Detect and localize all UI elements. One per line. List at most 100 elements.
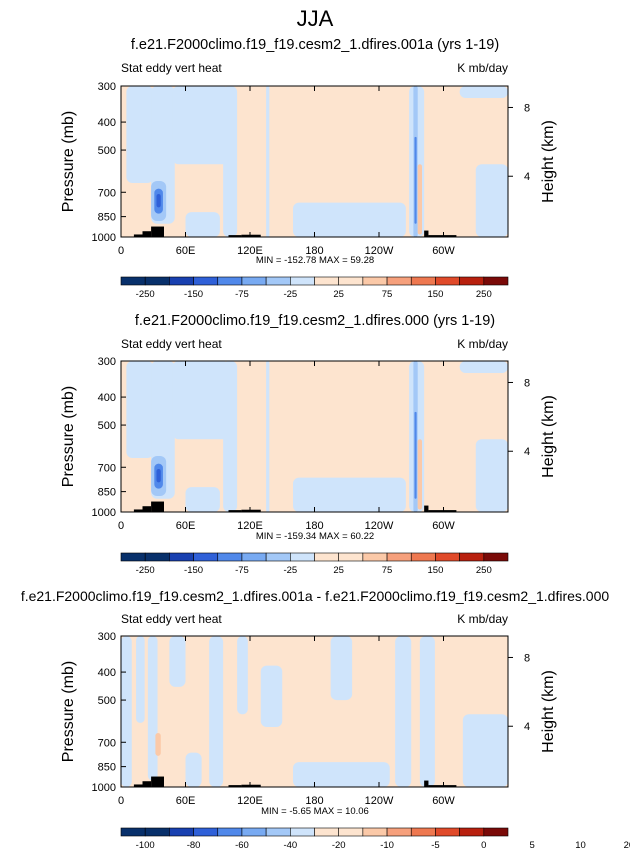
panel-2-variable-label: Stat eddy vert heat: [121, 337, 222, 351]
colorbar-tick-label: 150: [428, 565, 444, 576]
colorbar-tick-label: -40: [283, 840, 297, 851]
topography-bar: [151, 501, 164, 512]
colorbar-swatch: [193, 552, 219, 562]
contour-region: [185, 752, 202, 787]
topography-bar: [428, 510, 457, 512]
panel-3-minmax: MIN = -5.65 MAX = 10.06: [261, 806, 369, 817]
contour-region: [475, 439, 508, 512]
colorbar-tick-label: 10: [575, 840, 586, 851]
colorbar-swatch: [386, 552, 412, 562]
colorbar-tick-label: -10: [380, 840, 394, 851]
contour-region: [209, 636, 224, 787]
colorbar-tick-label: -80: [187, 840, 201, 851]
y-tick-label: 700: [98, 187, 116, 199]
colorbar-swatch: [265, 552, 291, 562]
colorbar-swatch: [435, 276, 460, 286]
colorbar-swatch: [290, 552, 315, 562]
contour-region: [172, 361, 229, 440]
colorbar-swatch: [459, 827, 485, 837]
colorbar-swatch: [338, 827, 364, 837]
y-tick-label: 1000: [92, 232, 116, 244]
contour-region: [126, 86, 154, 183]
x-tick-label: 60W: [432, 245, 455, 257]
colorbar-tick-label: -5: [431, 840, 439, 851]
colorbar-tick-label: 250: [476, 289, 492, 300]
colorbar-swatch: [483, 827, 509, 837]
y-tick-label: 850: [98, 762, 116, 774]
x-tick-label: 180: [305, 520, 323, 532]
y-axis-label: Pressure (mb): [60, 386, 77, 487]
topography-bar: [151, 776, 164, 787]
colorbar-swatch: [362, 552, 388, 562]
y-tick-label: 300: [98, 81, 116, 93]
topography-bar: [424, 505, 429, 512]
contour-region: [417, 164, 422, 235]
topography-bar: [428, 235, 457, 237]
colorbar-swatch: [241, 552, 267, 562]
colorbar-swatch: [265, 827, 291, 837]
panel-1-minmax: MIN = -152.78 MAX = 59.28: [255, 255, 375, 266]
colorbar-swatch: [290, 827, 315, 837]
colorbar-swatch: [459, 276, 485, 286]
x-tick-label: 60E: [176, 520, 196, 532]
y-tick-label: 700: [98, 462, 116, 474]
panel-3-field: [121, 636, 508, 787]
colorbar-tick-label: 75: [382, 289, 393, 300]
colorbar-swatch: [435, 552, 460, 562]
height-tick-label: 4: [524, 721, 530, 733]
panel-1-title: f.e21.F2000climo.f19_f19.cesm2_1.dfires.…: [130, 37, 500, 53]
x-tick-label: 60W: [432, 520, 455, 532]
contour-region: [417, 439, 422, 510]
x-tick-label: 60E: [176, 795, 196, 807]
x-tick-label: 120E: [237, 795, 263, 807]
height-tick-label: 4: [524, 171, 530, 183]
colorbar-tick-label: 0: [481, 840, 486, 851]
topography-bar: [142, 506, 152, 512]
colorbar-swatch: [217, 276, 243, 286]
panel-1-colorbar: -250 -150 -75 -25 25 75 150 250: [120, 276, 509, 300]
height-tick-label: 4: [524, 446, 530, 458]
contour-region: [172, 86, 229, 165]
contour-region: [155, 732, 161, 756]
panel-3-unit-label: K mb/day: [457, 612, 508, 626]
colorbar-swatch: [217, 827, 243, 837]
colorbar-swatch: [120, 827, 146, 837]
colorbar-swatch: [169, 276, 194, 286]
y-tick-label: 400: [98, 117, 116, 129]
x-tick-label: 180: [305, 245, 323, 257]
colorbar-tick-label: -25: [283, 565, 297, 576]
colorbar-swatch: [386, 827, 412, 837]
panel-2-colorbar: -250 -150 -75 -25 25 75 150 250: [120, 552, 509, 576]
contour-region: [121, 636, 132, 787]
colorbar-swatch: [120, 276, 146, 286]
contour-region: [156, 469, 161, 483]
contour-region: [147, 636, 158, 781]
panel-1: 0 60E 120E 180 120W 60W 300 400 500 700 850 1000 8 4 P…: [60, 81, 557, 300]
x-tick-label: 60W: [432, 795, 455, 807]
y-tick-label: 400: [98, 392, 116, 404]
y-tick-label: 850: [98, 212, 116, 224]
x-tick-label: 0: [118, 245, 124, 257]
contour-region: [293, 477, 406, 512]
colorbar-tick-label: 5: [530, 840, 535, 851]
x-tick-label: 120W: [365, 245, 394, 257]
colorbar-swatch: [410, 552, 436, 562]
contour-region: [260, 665, 283, 728]
y-tick-label: 300: [98, 631, 116, 643]
colorbar-swatch: [169, 827, 194, 837]
contour-region: [475, 164, 508, 237]
topography-bar: [428, 785, 457, 787]
colorbar-tick-label: -75: [235, 565, 249, 576]
panel-1-field: [121, 86, 508, 237]
x-tick-label: 120W: [365, 795, 394, 807]
colorbar-tick-label: -250: [136, 289, 155, 300]
contour-region: [169, 636, 186, 687]
y-tick-label: 500: [98, 420, 116, 432]
contour-region: [237, 636, 248, 715]
topography-bar: [133, 509, 143, 512]
colorbar-swatch: [241, 276, 267, 286]
height-tick-label: 8: [524, 377, 530, 389]
colorbar-swatch: [193, 827, 219, 837]
colorbar-swatch: [410, 276, 436, 286]
